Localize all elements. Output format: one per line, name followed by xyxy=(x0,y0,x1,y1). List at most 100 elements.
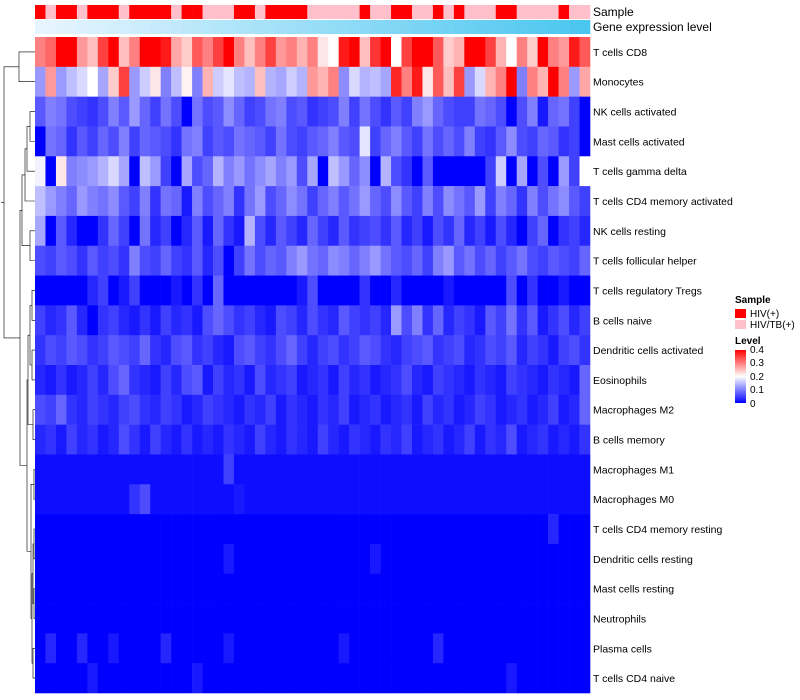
heatmap-cell xyxy=(370,484,381,515)
heatmap-cell xyxy=(55,186,67,217)
heatmap-cell xyxy=(139,37,151,68)
heatmap-cell xyxy=(485,573,497,604)
heatmap-cell xyxy=(275,275,287,306)
heatmap-cell xyxy=(359,37,371,68)
legend-label-hiv: HIV(+) xyxy=(750,309,779,320)
gene-level-cell xyxy=(391,20,402,34)
heatmap-cell xyxy=(181,454,193,485)
legend-sample-title: Sample xyxy=(735,295,771,306)
heatmap-cell xyxy=(443,663,455,694)
heatmap-cell xyxy=(359,454,371,485)
heatmap-cell xyxy=(286,633,298,664)
heatmap-cell xyxy=(76,633,88,664)
heatmap-cell xyxy=(569,275,580,306)
heatmap-cell xyxy=(485,514,497,545)
gene-level-cell xyxy=(328,20,339,34)
heatmap-cell xyxy=(223,514,235,545)
gene-level-cell xyxy=(265,20,277,34)
heatmap-cell xyxy=(108,394,120,425)
heatmap-cell xyxy=(244,484,256,515)
heatmap-cell xyxy=(76,424,88,455)
heatmap-cell xyxy=(87,365,99,396)
heatmap-cell xyxy=(380,424,392,455)
heatmap-cell xyxy=(254,126,266,157)
heatmap-cell xyxy=(244,245,256,276)
heatmap-cell xyxy=(422,305,434,336)
heatmap-cell xyxy=(527,424,538,455)
heatmap-cell xyxy=(213,633,224,664)
heatmap-cell xyxy=(558,305,570,336)
heatmap-cell xyxy=(328,454,339,485)
heatmap-cell xyxy=(286,543,298,575)
heatmap-cell xyxy=(97,66,109,97)
heatmap-cell xyxy=(296,245,308,276)
heatmap-cell xyxy=(307,484,319,515)
heatmap-cell xyxy=(213,543,224,575)
heatmap-cell xyxy=(213,245,224,276)
heatmap-cell xyxy=(391,275,402,306)
heatmap-cell xyxy=(495,37,507,68)
heatmap-cell xyxy=(432,126,444,157)
sample-cell xyxy=(391,5,402,19)
heatmap-cell xyxy=(213,394,224,425)
heatmap-cell xyxy=(380,156,392,187)
heatmap-cell xyxy=(349,573,360,604)
heatmap-cell xyxy=(87,573,99,604)
heatmap-cell xyxy=(516,126,528,157)
heatmap-cell xyxy=(129,186,141,217)
heatmap-cell xyxy=(97,424,109,455)
heatmap-cell xyxy=(45,394,57,425)
heatmap-cell xyxy=(328,37,339,68)
heatmap-cell xyxy=(171,365,182,396)
heatmap-cell xyxy=(254,335,266,366)
heatmap-cell xyxy=(391,215,402,247)
heatmap-cell xyxy=(548,126,559,157)
heatmap-cell xyxy=(181,335,193,366)
heatmap-cell xyxy=(160,603,172,634)
heatmap-cell xyxy=(411,454,423,485)
heatmap-cell xyxy=(527,275,538,306)
row-label: T cells gamma delta xyxy=(593,166,687,178)
heatmap-cell xyxy=(97,96,109,127)
heatmap-cell xyxy=(527,514,538,545)
heatmap-cell xyxy=(45,663,57,694)
heatmap-cell xyxy=(254,365,266,396)
heatmap-cell xyxy=(474,156,486,187)
gene-level-cell xyxy=(495,20,507,34)
heatmap-cell xyxy=(370,305,381,336)
heatmap-cell xyxy=(453,514,465,545)
heatmap-cell xyxy=(275,156,287,187)
heatmap-cell xyxy=(464,573,476,604)
heatmap-cell xyxy=(401,663,413,694)
heatmap-cell xyxy=(516,215,528,247)
heatmap-cell xyxy=(432,245,444,276)
heatmap-cell xyxy=(411,424,423,455)
heatmap-cell xyxy=(579,66,591,97)
heatmap-cell xyxy=(495,573,507,604)
heatmap-cell xyxy=(548,394,559,425)
gene-level-cell xyxy=(202,20,214,34)
sample-cell xyxy=(537,5,549,19)
heatmap-cell xyxy=(380,543,392,575)
heatmap-cell xyxy=(87,335,99,366)
heatmap-cell xyxy=(129,156,141,187)
heatmap-cell xyxy=(474,215,486,247)
heatmap-cell xyxy=(265,454,277,485)
heatmap-cell xyxy=(265,186,277,217)
heatmap-cell xyxy=(139,484,151,515)
heatmap-cell xyxy=(296,394,308,425)
heatmap-cell xyxy=(66,66,78,97)
heatmap-cell xyxy=(495,514,507,545)
heatmap-cell xyxy=(97,484,109,515)
heatmap-cell xyxy=(213,96,224,127)
heatmap-cell xyxy=(579,484,591,515)
heatmap-cell xyxy=(569,394,580,425)
heatmap-cell xyxy=(35,37,46,68)
heatmap-cell xyxy=(569,424,580,455)
heatmap-cell xyxy=(422,126,434,157)
heatmap-cell xyxy=(286,96,298,127)
heatmap-cell xyxy=(150,663,161,694)
heatmap-cell xyxy=(286,245,298,276)
gene-level-cell xyxy=(349,20,360,34)
sample-cell xyxy=(453,5,465,19)
